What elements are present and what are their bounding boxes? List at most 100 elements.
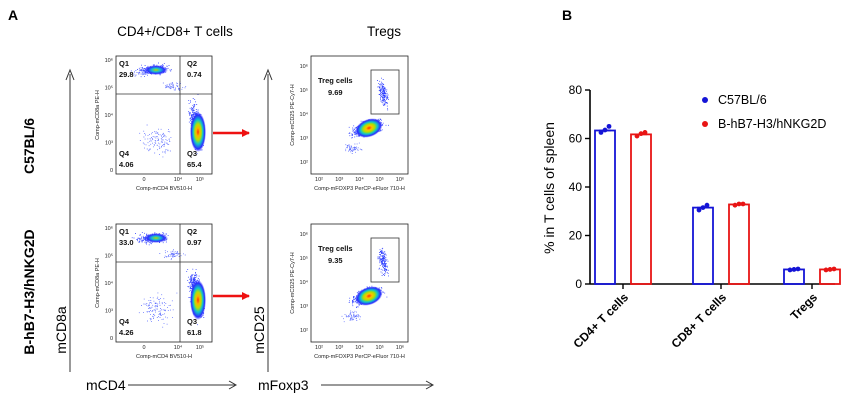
q2-value: 0.97	[187, 238, 202, 247]
y-tick-label: 10⁵	[105, 85, 113, 92]
treg-gate	[370, 69, 400, 115]
scatter-double-negative	[139, 124, 172, 158]
x-tick-label: 10⁴	[355, 176, 364, 183]
plot-y-axis-label: Comp-mCD25 PE-Cy7-H	[290, 84, 296, 145]
bar	[728, 203, 750, 285]
data-point	[696, 207, 702, 213]
cd4-cd8-flow-plot-humanized: Q1 33.0 Q2 0.97 Q4 4.26 Q3 61.8 10⁶ 10⁵ 10⁴ 10³ 0 0 10…	[95, 223, 213, 360]
y-tick-label: 10²	[300, 328, 308, 334]
treg-gate-label: Treg cells	[318, 76, 353, 85]
bar	[630, 133, 652, 285]
x-tick-label: 0	[142, 345, 145, 351]
mcd25-axis-arrowhead	[263, 68, 273, 81]
plot-x-axis-label: Comp-mFOXP3 PerCP-eFluor 710-H	[314, 354, 405, 360]
x-tick-label: 10³	[335, 345, 343, 351]
bar	[594, 129, 616, 285]
legend-marker-humanized	[702, 121, 708, 127]
mcd4-axis-label: mCD4	[86, 377, 126, 393]
y-tick-label: 40	[569, 180, 583, 194]
q4-value: 4.06	[119, 160, 134, 169]
q3-label: Q3	[187, 149, 197, 158]
x-tick-label: 10⁶	[396, 176, 404, 183]
treg-gate-label: Treg cells	[318, 244, 353, 253]
y-tick-label: 10⁶	[300, 231, 308, 238]
y-tick-label: 10⁶	[105, 57, 113, 64]
q2-value: 0.74	[187, 70, 202, 79]
mcd25-axis-label: mCD25	[251, 306, 267, 354]
data-point	[606, 123, 612, 129]
x-tick-label: 10⁴	[174, 176, 183, 183]
cd4-density-hotspot	[190, 112, 206, 152]
y-tick-label: 60	[569, 132, 583, 146]
legend-marker-c57bl6	[702, 97, 708, 103]
scatter-low-events	[345, 142, 363, 154]
y-tick-label: 10⁶	[300, 63, 308, 70]
plot-y-axis-label: Comp-mCD8a PE-H	[95, 258, 101, 308]
mcd4-axis-arrowhead	[228, 380, 238, 390]
y-tick-label: 10⁵	[105, 253, 113, 260]
column-header-cd4-cd8: CD4+/CD8+ T cells	[117, 24, 233, 39]
panel-letter-a: A	[8, 7, 18, 23]
plot-x-axis-label: Comp-mCD4 BV510-H	[136, 354, 192, 360]
row-label-c57bl6: C57BL/6	[21, 118, 37, 174]
x-tick-label: 10⁵	[376, 176, 384, 183]
x-category-label: Tregs	[788, 290, 821, 323]
y-tick-label: 0	[110, 168, 113, 174]
mcd8a-axis-label: mCD8a	[53, 306, 69, 354]
y-tick-label: 10⁵	[300, 87, 308, 94]
y-tick-label: 10⁴	[105, 112, 114, 119]
x-tick-label: 10⁴	[355, 344, 364, 351]
x-tick-label: 10⁵	[376, 344, 384, 351]
plot-frame	[310, 55, 409, 175]
y-tick-label: 10³	[300, 136, 308, 142]
y-tick-label: 80	[569, 83, 583, 97]
x-category-label: CD8+ T cells	[669, 290, 730, 351]
mfoxp3-axis-label: mFoxp3	[258, 377, 309, 393]
x-tick-label: 10⁶	[396, 344, 404, 351]
legend-label-c57bl6: C57BL/6	[718, 93, 767, 107]
x-tick-label: 10³	[335, 177, 343, 183]
scatter-treg-population	[377, 247, 389, 277]
bar-chart-legend: C57BL/6 B-hB7-H3/hNKG2D	[702, 93, 826, 131]
q4-label: Q4	[119, 149, 130, 158]
scatter-low-events	[341, 310, 361, 323]
cd4-density-hotspot	[190, 280, 206, 320]
x-tick-label: 10⁵	[196, 344, 204, 351]
q4-label: Q4	[119, 317, 130, 326]
scatter-treg-population	[377, 77, 389, 111]
y-tick-label: 10²	[300, 160, 308, 166]
y-tick-label: 10³	[105, 141, 113, 147]
q1-value: 29.8	[119, 70, 134, 79]
y-tick-label: 10³	[300, 304, 308, 310]
cd8-density-hotspot	[144, 233, 168, 243]
data-point	[704, 202, 710, 208]
plot-x-axis-label: Comp-mFOXP3 PerCP-eFluor 710-H	[314, 186, 405, 192]
y-tick-label: 10³	[105, 309, 113, 315]
scatter-transition	[159, 249, 186, 260]
x-category-label: CD4+ T cells	[571, 290, 632, 351]
mcd8a-axis-arrowhead	[65, 68, 75, 81]
q1-label: Q1	[119, 59, 129, 68]
q3-value: 65.4	[187, 160, 202, 169]
bar-chart-marks	[594, 123, 841, 285]
plot-y-axis-label: Comp-mCD8a PE-H	[95, 90, 101, 140]
row-label-humanized: B-hB7-H3/hNKG2D	[21, 229, 37, 354]
q4-value: 4.26	[119, 328, 134, 337]
density-hotspot	[355, 286, 383, 306]
legend-label-humanized: B-hB7-H3/hNKG2D	[718, 117, 826, 131]
treg-flow-plot-humanized: Treg cells 9.35 10⁶ 10⁵ 10⁴ 10³ 10² 10² 10³ 10⁴ 10…	[290, 223, 409, 360]
column-header-tregs: Tregs	[367, 24, 401, 39]
x-tick-label: 0	[142, 177, 145, 183]
treg-flow-plot-c57bl6: Treg cells 9.69 10⁶ 10⁵ 10⁴ 10³ 10² 10² 10³ 10⁴ 10…	[290, 55, 409, 192]
plot-y-axis-label: Comp-mCD25 PE-Cy7-H	[290, 252, 296, 313]
cd8-density-hotspot	[144, 65, 168, 75]
y-tick-label: 0	[575, 277, 582, 291]
y-tick-label: 10⁴	[105, 280, 114, 287]
mfoxp3-axis-arrowhead	[425, 380, 435, 390]
y-tick-label: 0	[110, 336, 113, 342]
x-tick-label: 10⁵	[196, 176, 204, 183]
scatter-double-negative	[138, 292, 178, 328]
y-tick-label: 20	[569, 229, 583, 243]
y-tick-label: 10⁶	[105, 225, 113, 232]
